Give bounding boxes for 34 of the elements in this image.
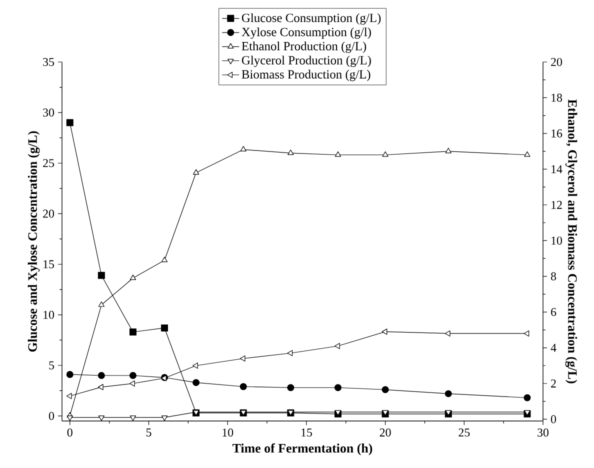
x-tick-label: 30 (538, 428, 549, 437)
y2-tick-label: 12 (552, 200, 562, 209)
legend-label: Glycerol Production (g/L) (242, 56, 371, 68)
x-tick-label: 5 (146, 428, 152, 436)
y2-tick-label: 6 (551, 308, 556, 316)
y-tick-label: 15 (44, 260, 54, 268)
x-tick-label: 15 (302, 428, 312, 437)
y2-tick-label: 14 (552, 165, 562, 174)
y-tick-label: 10 (44, 310, 54, 319)
y2-tick-label: 8 (550, 272, 556, 280)
y2-tick-label: 16 (552, 129, 562, 138)
legend-label: Ethanol Production (g/L) (242, 42, 366, 53)
y2-tick-label: 0 (550, 415, 556, 424)
y2-tick-label: 20 (551, 58, 562, 66)
legend-label: Biomass Production (g/L) (242, 70, 370, 82)
x-tick-label: 20 (380, 428, 391, 437)
y2-tick-label: 10 (552, 236, 562, 245)
x-tick-label: 0 (67, 428, 72, 437)
y-tick-label: 30 (43, 108, 54, 117)
y2-axis-title: Ethanol, Glycerol and Biomass Concentration (g/L) (565, 99, 578, 384)
legend-label: Xylose Consumption (g/l) (242, 27, 371, 39)
x-tick-label: 10 (222, 428, 234, 437)
y2-tick-label: 2 (551, 380, 556, 388)
y-axis-title: Glucose and Xylose Concentration (g/L) (28, 131, 40, 352)
legend-label: Glucose Consumption (g/L) (242, 13, 381, 25)
y-tick-label: 25 (43, 159, 54, 168)
x-axis-title: Time of Fermentation (h) (232, 443, 372, 456)
y-tick-label: 35 (43, 58, 54, 66)
y-tick-label: 20 (43, 210, 54, 218)
y-tick-label: 5 (49, 361, 54, 370)
x-tick-label: 25 (458, 428, 470, 437)
y2-tick-label: 4 (550, 344, 556, 352)
y2-tick-label: 18 (552, 94, 562, 102)
y-tick-label: 0 (48, 412, 54, 420)
